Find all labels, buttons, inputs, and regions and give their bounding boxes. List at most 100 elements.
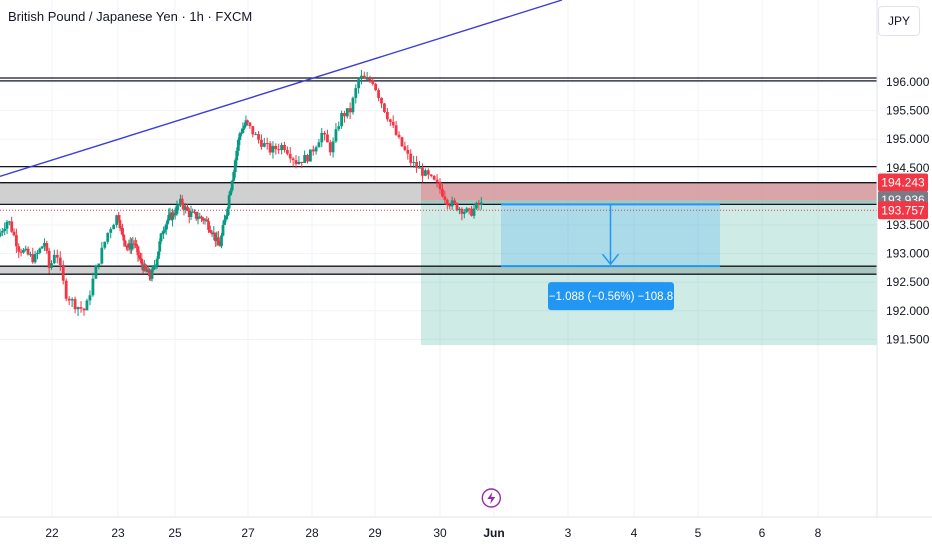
- candle-body: [311, 149, 315, 152]
- candle-body: [348, 108, 352, 113]
- candle-body: [306, 154, 309, 162]
- time-tick-label: 23: [111, 526, 125, 540]
- candle-body: [426, 170, 430, 175]
- candle-body: [479, 202, 483, 205]
- take-profit-zone[interactable]: [421, 200, 877, 346]
- candle-body: [260, 139, 263, 147]
- candle-body: [177, 204, 181, 206]
- candle-body: [262, 143, 266, 147]
- candle-body: [198, 216, 202, 219]
- candle-body: [189, 212, 193, 217]
- candle-body: [14, 235, 18, 247]
- candle-body: [388, 119, 392, 122]
- time-tick-label: 22: [45, 526, 59, 540]
- candle-body: [162, 231, 165, 234]
- time-tick-label: 6: [759, 526, 766, 540]
- candle-body: [157, 251, 160, 259]
- candle-body: [343, 113, 346, 117]
- candle-body: [453, 200, 456, 203]
- candle-body: [309, 149, 312, 162]
- measure-label: −1.088 (−0.56%) −108.8: [549, 291, 673, 303]
- candle-body: [400, 137, 404, 147]
- candle-body: [328, 142, 332, 153]
- candle-body: [288, 153, 292, 159]
- candle-body: [277, 149, 281, 151]
- price-tick-label: 192.500: [886, 275, 930, 289]
- candle-body: [212, 232, 216, 235]
- candle-body: [58, 257, 62, 265]
- candle-body: [103, 241, 107, 248]
- candle-body: [415, 162, 418, 168]
- horizontal-lines[interactable]: [0, 77, 877, 275]
- candle-body: [79, 307, 83, 309]
- candle-body: [314, 147, 318, 152]
- candle-body: [232, 172, 236, 181]
- candle-body: [118, 220, 122, 228]
- candle-body: [0, 231, 4, 233]
- price-tag-label: 193.757: [881, 203, 925, 217]
- candle-body: [465, 208, 469, 212]
- candle-body: [0, 232, 2, 237]
- candle-body: [223, 219, 226, 225]
- time-tick-label: Jun: [483, 526, 504, 540]
- candle-body: [221, 224, 225, 236]
- candle-body: [29, 254, 32, 256]
- candle-body: [153, 266, 157, 268]
- candle-body: [254, 134, 258, 136]
- candle-body: [125, 245, 128, 247]
- candle-body: [135, 244, 139, 247]
- measure-label-box: [548, 282, 674, 311]
- candle-body: [377, 90, 380, 98]
- candle-body: [357, 79, 361, 89]
- candle-body: [460, 208, 464, 214]
- price-axis[interactable]: 191.500 192.000 192.500 193.000 193.500 195.0…: [876, 0, 930, 517]
- candle-body: [151, 266, 155, 270]
- candle-body: [297, 161, 301, 165]
- candle-body: [467, 208, 471, 210]
- candle-body: [340, 113, 344, 127]
- price-tag: [878, 173, 928, 192]
- candle-body: [45, 242, 49, 251]
- candle-body: [229, 190, 233, 196]
- candle-body: [50, 263, 53, 268]
- time-tick-label: 28: [305, 526, 319, 540]
- candle-body: [106, 232, 110, 242]
- candle-body: [374, 83, 378, 91]
- price-range-measure[interactable]: −1.088 (−0.56%) −108.8: [481, 203, 720, 508]
- candle-body: [371, 80, 375, 84]
- trendline-line[interactable]: [0, 0, 563, 178]
- candle-body: [365, 78, 369, 80]
- candle-body: [443, 196, 447, 200]
- candle-body: [409, 153, 413, 163]
- candle-body: [334, 129, 338, 142]
- candle-body: [394, 125, 398, 135]
- candle-body: [244, 120, 248, 126]
- short-position-tool[interactable]: [421, 182, 877, 346]
- candle-body: [3, 228, 7, 232]
- candle-body: [445, 199, 449, 205]
- candle-body: [187, 210, 191, 217]
- candle-body: [52, 254, 56, 264]
- candle-body: [317, 142, 321, 148]
- candle-body: [326, 134, 329, 143]
- flash-icon-bolt: [487, 492, 496, 504]
- candle-body: [122, 234, 126, 241]
- candle-body: [200, 216, 203, 219]
- candle-body: [155, 258, 159, 266]
- time-axis[interactable]: 22 23 25 27 28 29 30 Jun 3 4 5 6 8: [0, 516, 932, 540]
- candle-body: [458, 208, 461, 211]
- candle-body: [423, 170, 427, 176]
- time-tick-label: 8: [815, 526, 822, 540]
- candle-body: [159, 233, 163, 242]
- currency-button[interactable]: JPY: [878, 6, 920, 36]
- candle-body: [220, 235, 223, 247]
- price-tick-label: 195.500: [886, 104, 930, 118]
- trendline[interactable]: [0, 0, 563, 178]
- stop-loss-zone[interactable]: [421, 182, 877, 201]
- time-tick-label: 4: [631, 526, 638, 540]
- price-tag-label: 194.243: [881, 176, 925, 190]
- candle-body: [403, 146, 407, 150]
- candle-body: [230, 180, 234, 191]
- candle-body: [438, 181, 442, 190]
